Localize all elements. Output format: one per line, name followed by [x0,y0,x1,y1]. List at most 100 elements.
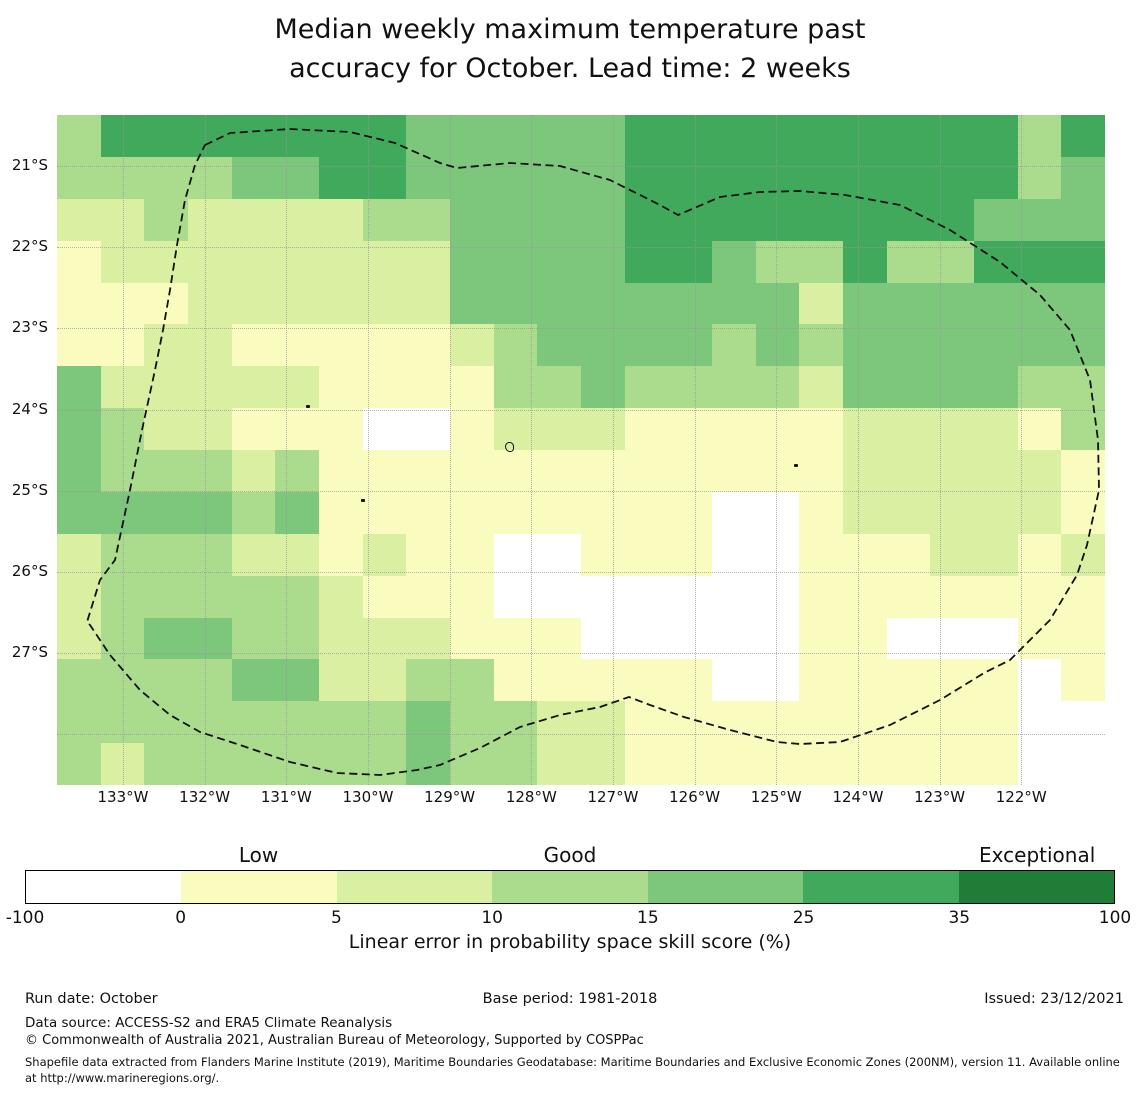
colorbar-tick-label: 0 [175,908,187,928]
colorbar-segment [492,871,648,903]
heatmap-cell [57,491,102,535]
colorbar-tick-label: -100 [5,908,45,928]
heatmap-cell [188,198,233,242]
heatmap-cell [712,156,757,200]
heatmap-cell [319,324,364,367]
heatmap-cell [930,575,975,619]
heatmap-cell [231,491,276,535]
heatmap-cell [581,324,626,367]
heatmap-cell [581,198,626,242]
heatmap-cell [537,198,582,242]
heatmap-cell [712,408,757,451]
heatmap-cell [362,198,407,242]
island-mark [505,442,514,452]
heatmap-cell [886,408,931,451]
heatmap-cell [668,366,713,409]
heatmap-cell [843,743,888,785]
lon-gridline [286,115,288,785]
heatmap-cell [886,282,931,325]
heatmap-cell [1061,743,1105,785]
heatmap-cell [581,575,626,619]
heatmap-cell [406,324,451,367]
heatmap-cell [362,659,407,702]
heatmap-cell [843,659,888,702]
heatmap-cell [406,659,451,702]
heatmap-cell [144,450,189,493]
heatmap-cell [712,659,757,702]
heatmap-cell [843,115,888,158]
heatmap-cell [755,575,800,619]
lat-gridline [57,734,1105,736]
heatmap-cell [581,408,626,451]
heatmap-cell [843,282,888,325]
chart-title: Median weekly maximum temperature past a… [0,10,1140,88]
heatmap-cell [57,408,102,451]
heatmap-cell [712,575,757,619]
heatmap-cell [843,408,888,451]
heatmap-cell [1017,533,1062,577]
heatmap-cell [1017,491,1062,535]
heatmap-cell [144,115,189,158]
heatmap-cell [144,617,189,660]
heatmap-cell [231,324,276,367]
heatmap-cell [974,701,1019,744]
heatmap-cell [886,533,931,577]
heatmap-cell [1061,366,1105,409]
heatmap-cell [886,324,931,367]
heatmap-cell [886,575,931,619]
heatmap-cell [188,491,233,535]
heatmap-cell [100,617,145,660]
heatmap-cell [231,198,276,242]
heatmap-cell [799,366,844,409]
heatmap-cell [362,491,407,535]
heatmap-cell [319,659,364,702]
colorbar-segment [336,871,493,903]
heatmap-cell [974,743,1019,785]
heatmap-cell [450,533,495,577]
lon-gridline [367,115,369,785]
heatmap-cell [362,156,407,200]
heatmap-cell [100,743,145,785]
heatmap-cell [275,282,320,325]
heatmap-cell [886,659,931,702]
heatmap-cell [319,366,364,409]
heatmap-cell [799,617,844,660]
heatmap-cell [319,282,364,325]
heatmap-cell [100,115,145,158]
heatmap-cell [57,450,102,493]
heatmap-cell [930,198,975,242]
heatmap-cell [755,115,800,158]
heatmap-cell [755,659,800,702]
lat-gridline [57,166,1105,167]
heatmap-cell [930,491,975,535]
heatmap-cell [712,617,757,660]
heatmap-cell [319,701,364,744]
heatmap-cell [450,617,495,660]
heatmap-cell [231,575,276,619]
heatmap-cell [450,324,495,367]
heatmap-cell [799,575,844,619]
heatmap-cell [843,324,888,367]
heatmap-cell [974,491,1019,535]
heatmap-cell [100,156,145,200]
heatmap-cell [624,324,669,367]
heatmap-cell [362,701,407,744]
base-period-text: Base period: 1981-2018 [482,991,658,1007]
heatmap-cell [188,450,233,493]
heatmap-cell [188,324,233,367]
island-mark [361,499,365,502]
heatmap-cell [319,450,364,493]
heatmap-cell [362,743,407,785]
heatmap-cell [493,450,538,493]
heatmap-cell [275,198,320,242]
heatmap-cell [886,450,931,493]
heatmap-cell [1017,617,1062,660]
heatmap-cell [537,115,582,158]
heatmap-cell [537,282,582,325]
lon-gridline [123,115,124,785]
heatmap-cell [450,450,495,493]
heatmap-cell [231,659,276,702]
heatmap-cell [450,491,495,535]
heatmap-cell [493,324,538,367]
heatmap-cell [668,659,713,702]
